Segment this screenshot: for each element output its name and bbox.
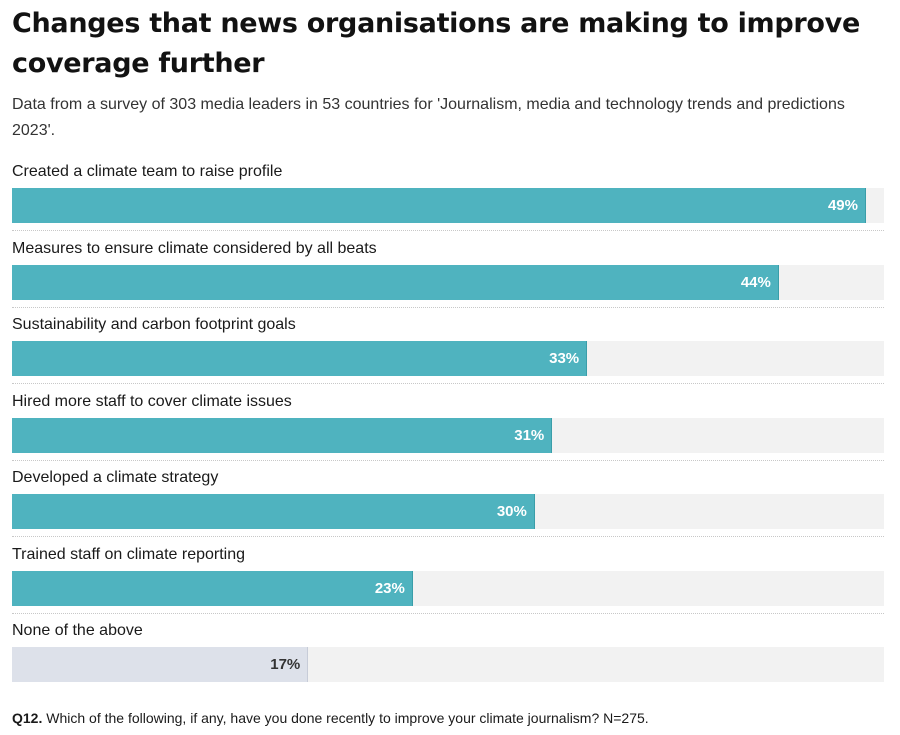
row-divider <box>12 536 884 537</box>
bar-value-label: 44% <box>740 273 771 291</box>
bar: 23% <box>12 570 413 606</box>
bar-value-label: 23% <box>374 579 405 597</box>
bar-track: 23% <box>12 570 884 606</box>
row-divider <box>12 306 884 308</box>
bar-value-label: 17% <box>270 656 301 673</box>
bar: 49% <box>12 188 866 223</box>
bar-track: 33% <box>12 341 884 376</box>
bar-value-label: 49% <box>827 197 858 214</box>
bar: 31% <box>12 417 553 453</box>
row-divider <box>12 612 884 614</box>
footnote-text: Which of the following, if any, have you… <box>42 710 649 726</box>
bar-label: Measures to ensure climate considered by… <box>12 239 377 257</box>
bar-track: 44% <box>12 264 884 300</box>
bar-label: Developed a climate strategy <box>12 469 219 486</box>
chart-title: Changes that news organisations are maki… <box>12 8 860 79</box>
bar-track: 31% <box>12 417 884 453</box>
bar-track: 17% <box>12 647 884 682</box>
bar-value-label: 33% <box>549 350 580 367</box>
bar-track: 49% <box>12 188 884 223</box>
bar-value-label: 31% <box>514 426 545 444</box>
row-divider <box>12 230 884 231</box>
bar-label: None of the above <box>12 622 143 639</box>
footnote: Q12. Which of the following, if any, hav… <box>12 708 884 728</box>
bar-label: Sustainability and carbon footprint goal… <box>12 316 296 333</box>
footnote-question-id: Q12. <box>12 710 43 726</box>
row-divider <box>12 383 884 384</box>
bar: 17% <box>12 647 309 682</box>
bar-label: Hired more staff to cover climate issues <box>12 392 292 410</box>
chart-subtitle: Data from a survey of 303 media leaders … <box>12 96 845 139</box>
bar: 30% <box>12 494 535 529</box>
bar: 44% <box>12 264 779 300</box>
bar-label: Trained staff on climate reporting <box>12 545 246 563</box>
bar: 33% <box>12 341 588 376</box>
bar-label: Created a climate team to raise profile <box>12 163 283 180</box>
bar-value-label: 30% <box>496 503 527 520</box>
bar-track: 30% <box>12 494 884 529</box>
row-divider <box>12 459 884 461</box>
